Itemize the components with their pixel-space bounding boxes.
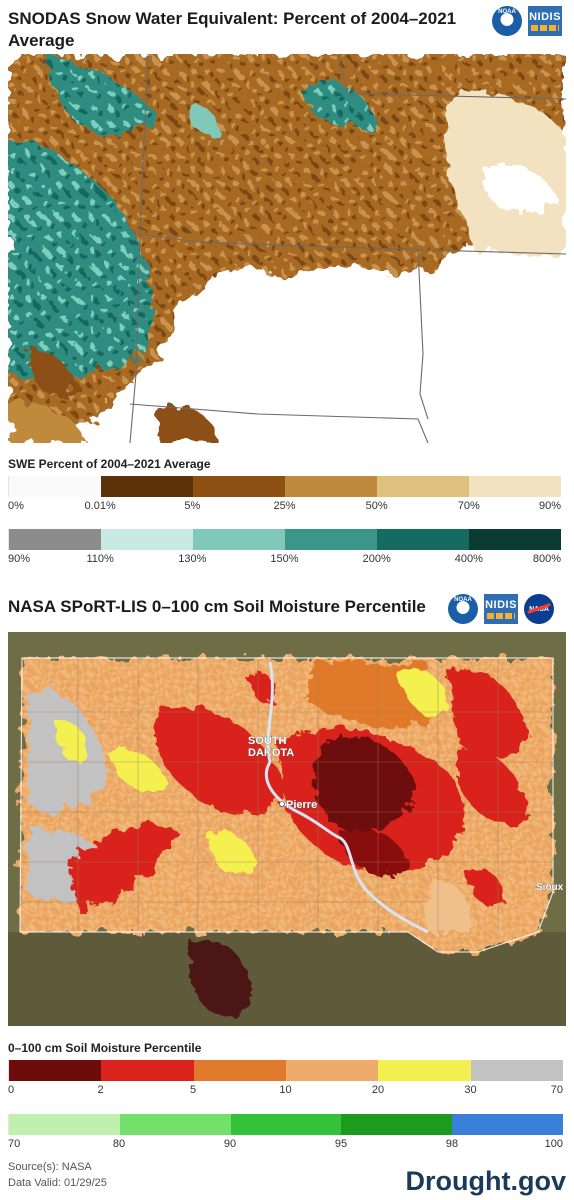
soil-dry-swatch-4 (378, 1060, 471, 1081)
swe-high-swatch-1 (101, 529, 193, 550)
soil-wet-swatch-4 (452, 1114, 563, 1135)
swe-low-swatch-0 (8, 476, 101, 497)
soil-wet-tick-4: 98 (445, 1138, 459, 1150)
soil-legend-bar-dry (8, 1060, 563, 1081)
nidis-logo: NIDIS (484, 594, 518, 624)
soil-dry-swatch-5 (470, 1060, 563, 1081)
soil-wet-tick-5: 100 (544, 1138, 563, 1150)
swe-high-tick-2: 130% (178, 553, 207, 565)
swe-low-tick-3: 25% (273, 500, 296, 512)
state-label-line1: SOUTH (248, 735, 287, 747)
swe-high-tick-6: 800% (532, 553, 561, 565)
swe-low-tick-2: 5% (184, 500, 201, 512)
soil-dry-swatch-1 (101, 1060, 194, 1081)
soil-legend-bar-wet (8, 1114, 563, 1135)
swe-high-tick-0: 90% (8, 553, 31, 565)
swe-low-swatch-2 (193, 476, 285, 497)
snow-legend-ticks-high: 90% 110% 130% 150% 200% 400% 800% (8, 553, 561, 567)
swe-low-swatch-3 (285, 476, 377, 497)
swe-high-swatch-4 (377, 529, 469, 550)
soil-wet-swatch-0 (8, 1114, 120, 1135)
soil-dry-tick-5: 30 (464, 1084, 477, 1096)
soil-wet-tick-0: 70 (8, 1138, 21, 1150)
soil-dry-tick-2: 5 (189, 1084, 197, 1096)
capital-label: Pierre (286, 799, 317, 811)
soil-moisture-map: SOUTH DAKOTA Pierre Sioux (8, 632, 566, 1026)
swe-low-tick-1: 0.01% (84, 500, 116, 512)
soil-wet-tick-1: 80 (112, 1138, 126, 1150)
nasa-logo: NASA (524, 594, 554, 624)
state-label-line2: DAKOTA (248, 747, 294, 759)
swe-low-swatch-1 (101, 476, 193, 497)
snow-legend-bar-low (8, 476, 561, 497)
noaa-logo: NOAA (448, 594, 478, 624)
soil-wet-swatch-1 (119, 1114, 231, 1135)
swe-low-swatch-4 (377, 476, 469, 497)
soil-dry-tick-4: 20 (371, 1084, 385, 1096)
snow-legend-ticks-low: 0% 0.01% 5% 25% 50% 70% 90% (8, 500, 561, 514)
nidis-logo: NIDIS (528, 6, 562, 36)
swe-high-tick-5: 400% (454, 553, 483, 565)
snow-map-logos: NOAA NIDIS (492, 6, 562, 36)
soil-wet-swatch-3 (341, 1114, 453, 1135)
swe-high-swatch-5 (469, 529, 561, 550)
swe-high-swatch-2 (193, 529, 285, 550)
soil-dry-tick-0: 0 (8, 1084, 15, 1096)
soil-legend-ticks-wet: 70 80 90 95 98 100 (8, 1138, 563, 1152)
source-text: Source(s): NASA (8, 1161, 92, 1173)
soil-dry-tick-6: 70 (550, 1084, 563, 1096)
swe-low-tick-5: 70% (457, 500, 480, 512)
swe-high-swatch-3 (285, 529, 377, 550)
soil-wet-tick-2: 90 (223, 1138, 237, 1150)
soil-map-title: NASA SPoRT-LIS 0–100 cm Soil Moisture Pe… (8, 597, 426, 616)
soil-dry-swatch-2 (193, 1060, 286, 1081)
soil-legend-title: 0–100 cm Soil Moisture Percentile (8, 1041, 202, 1055)
swe-low-tick-0: 0% (8, 500, 24, 512)
swe-high-swatch-0 (8, 529, 101, 550)
snow-map-title: SNODAS Snow Water Equivalent: Percent of… (8, 9, 457, 50)
city-label: Sioux (536, 882, 564, 893)
soil-wet-swatch-2 (230, 1114, 342, 1135)
snow-legend-bar-high (8, 529, 561, 550)
snow-water-equivalent-map (8, 54, 566, 443)
swe-low-tick-4: 50% (365, 500, 388, 512)
soil-dry-tick-3: 10 (279, 1084, 292, 1096)
swe-high-tick-1: 110% (86, 553, 114, 565)
valid-date-text: Data Valid: 01/29/25 (8, 1177, 107, 1189)
swe-high-tick-4: 200% (362, 553, 391, 565)
drought-gov-logo[interactable]: Drought.gov (405, 1166, 566, 1196)
swe-high-tick-3: 150% (270, 553, 299, 565)
soil-dry-swatch-0 (8, 1060, 102, 1081)
noaa-logo: NOAA (492, 6, 522, 36)
soil-legend-ticks-dry: 0 2 5 10 20 30 70 (8, 1084, 563, 1098)
soil-dry-swatch-3 (285, 1060, 379, 1081)
snow-legend-title: SWE Percent of 2004–2021 Average (8, 457, 211, 471)
soil-map-logos: NOAA NIDIS NASA (448, 594, 554, 624)
soil-dry-tick-1: 2 (97, 1084, 104, 1096)
swe-low-swatch-5 (469, 476, 561, 497)
swe-low-tick-6: 90% (538, 500, 561, 512)
soil-wet-tick-3: 95 (334, 1138, 348, 1150)
